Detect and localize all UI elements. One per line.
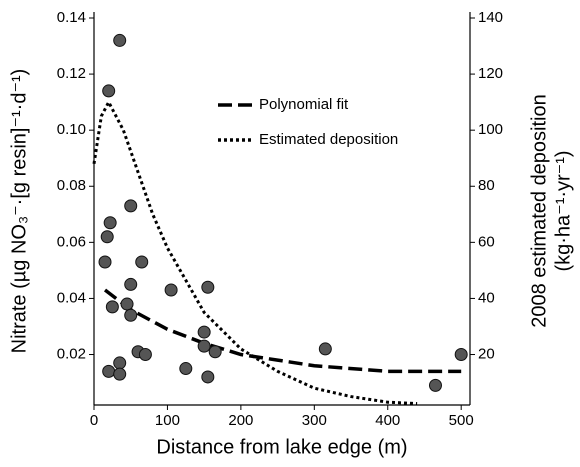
y2-tick-label: 140: [478, 9, 503, 26]
y2-axis-label: (kg·ha⁻¹·yr⁻¹): [552, 150, 574, 271]
data-point: [197, 325, 211, 339]
y2-tick-label: 20: [478, 345, 495, 362]
data-point: [113, 367, 127, 381]
data-point: [113, 33, 127, 47]
data-point: [100, 230, 114, 244]
fit-line: [103, 288, 462, 374]
y-axis-label: Nitrate (µg NO₃⁻·[g resin]⁻¹·d⁻¹): [8, 69, 30, 354]
fit-line: [92, 98, 418, 406]
data-point: [138, 348, 152, 362]
x-axis-label: Distance from lake edge (m): [156, 436, 407, 458]
y-tick-label: 0.02: [57, 345, 86, 362]
x-tick-label: 200: [228, 412, 253, 429]
legend-label: Polynomial fit: [259, 96, 349, 113]
y-tick-label: 0.04: [57, 289, 86, 306]
data-point: [113, 356, 127, 370]
data-point: [179, 362, 193, 376]
data-point: [208, 345, 222, 359]
y2-axis-label: 2008 estimated deposition: [528, 94, 550, 328]
data-point: [135, 255, 149, 269]
data-point: [103, 216, 117, 230]
x-tick-label: 100: [155, 412, 180, 429]
x-tick-label: 400: [375, 412, 400, 429]
y2-tick-label: 40: [478, 289, 495, 306]
data-point: [454, 348, 468, 362]
y-tick-label: 0.12: [57, 65, 86, 82]
x-tick-label: 0: [90, 412, 98, 429]
y2-tick-label: 80: [478, 177, 495, 194]
x-tick-label: 300: [302, 412, 327, 429]
data-point: [105, 300, 119, 314]
data-point: [164, 283, 178, 297]
data-point: [120, 297, 134, 311]
legend-label: Estimated deposition: [259, 131, 398, 148]
y-tick-label: 0.06: [57, 233, 86, 250]
y2-tick-label: 60: [478, 233, 495, 250]
y2-tick-label: 120: [478, 65, 503, 82]
data-point: [102, 364, 116, 378]
data-point: [201, 370, 215, 384]
data-point: [98, 255, 112, 269]
y-tick-label: 0.10: [57, 121, 86, 138]
data-point: [197, 339, 211, 353]
data-point: [428, 378, 442, 392]
y-tick-label: 0.08: [57, 177, 86, 194]
y2-tick-label: 100: [478, 121, 503, 138]
data-point: [201, 280, 215, 294]
data-point: [102, 84, 116, 98]
data-point: [124, 308, 138, 322]
data-point: [124, 199, 138, 213]
y-tick-label: 0.14: [57, 9, 86, 26]
data-point: [318, 342, 332, 356]
data-point: [124, 277, 138, 291]
x-tick-label: 500: [449, 412, 474, 429]
